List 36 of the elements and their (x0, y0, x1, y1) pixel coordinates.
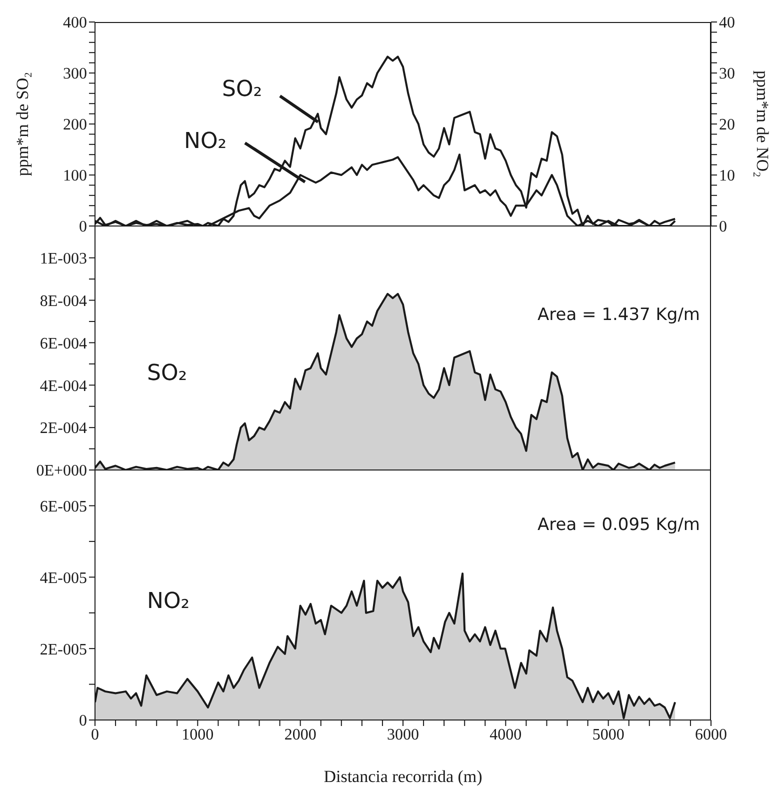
y-tick-label: 300 (63, 66, 87, 83)
y-tick-label: 0 (79, 218, 87, 236)
annotation: Area = 0.095 Kg/m (538, 515, 700, 535)
y-tick-label: 4E-004 (40, 378, 87, 395)
y-axis-title: ppm*m de SO₂ (12, 72, 32, 176)
x-tick-label: 5000 (592, 726, 624, 744)
y2-tick-label: 30 (719, 66, 735, 83)
y-tick-label: 2E-004 (40, 420, 87, 438)
y-tick-label: 8E-004 (40, 292, 87, 310)
text: NO₂ (184, 129, 227, 154)
y-tick-label: 6E-004 (40, 335, 87, 352)
x-axis-title: Distancia recorrida (m) (324, 767, 482, 786)
y2-tick-label: 10 (719, 168, 735, 185)
x-tick-label: 3000 (387, 726, 419, 744)
y2-axis-title: ppm*m de NO₂ (753, 70, 772, 178)
y2-tick-label: 0 (719, 218, 727, 236)
x-tick-label: 0 (91, 726, 99, 744)
x-tick-label: 1000 (182, 726, 214, 744)
y-tick-label: 100 (63, 168, 87, 185)
x-tick-label: 6000 (695, 726, 727, 744)
y-tick-label: 200 (63, 116, 87, 134)
y2-tick-label: 40 (719, 14, 735, 32)
y-tick-label: 400 (63, 14, 87, 32)
y-tick-label: 6E-005 (40, 498, 87, 516)
y-tick-label: 2E-005 (40, 641, 87, 658)
y-tick-label: 0E+000 (36, 462, 87, 480)
x-tick-label: 2000 (284, 726, 316, 744)
text: SO₂ (147, 361, 188, 386)
text: NO₂ (147, 589, 190, 614)
text: SO₂ (222, 77, 262, 102)
y-tick-label: 4E-005 (40, 570, 87, 587)
annotation: Area = 1.437 Kg/m (538, 305, 700, 325)
x-tick-label: 4000 (490, 726, 522, 744)
y-tick-label: 1E-003 (40, 250, 87, 268)
y2-tick-label: 20 (719, 116, 735, 134)
y-tick-label: 0 (79, 712, 87, 730)
